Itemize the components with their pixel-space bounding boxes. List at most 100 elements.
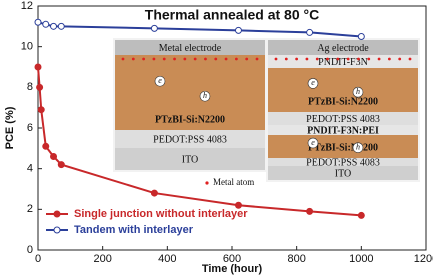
metal-atom	[173, 57, 176, 61]
inset-layer	[115, 55, 265, 130]
y-axis-label: PCE (%)	[4, 106, 16, 149]
data-point	[150, 24, 158, 32]
inset-layer-label: PNDIT-F3N	[318, 57, 368, 68]
data-point	[57, 22, 65, 30]
inset-layer-label: PTzBI-Si:N2200	[308, 96, 378, 107]
inset-layer-label: Metal electrode	[159, 43, 222, 54]
metal-atom	[295, 57, 299, 61]
metal-atom	[305, 57, 309, 61]
inset-layer-label: ITO	[335, 168, 351, 179]
inset-layer	[115, 148, 265, 170]
metal-atom	[121, 57, 125, 61]
metal-atom	[245, 57, 249, 61]
metal-atom	[367, 57, 371, 61]
y-tick-label: 6	[27, 122, 33, 134]
inset-layer-label: PEDOT:PSS 4083	[153, 134, 227, 145]
metal-atom	[214, 57, 218, 61]
inset-layer-label: PEDOT:PSS 4083	[306, 114, 380, 125]
data-point	[34, 63, 42, 71]
data-point	[50, 22, 58, 30]
metal-atom	[336, 57, 340, 61]
data-point	[36, 83, 44, 91]
carrier-label: h	[356, 142, 360, 151]
inset-layer-label: PTzBI-Si:N2200	[308, 142, 378, 153]
metal-atom	[274, 57, 278, 61]
data-point	[306, 207, 314, 215]
x-tick-label: 1000	[349, 253, 373, 265]
x-tick-label: 800	[287, 253, 305, 265]
carrier-label: e	[311, 138, 315, 147]
inset-layer-label: Ag electrode	[317, 43, 369, 54]
inset-layer-label: PTzBI-Si:N2200	[155, 114, 225, 125]
carrier-label: h	[203, 91, 207, 100]
inset-layer	[115, 130, 265, 148]
inset-layer-label: ITO	[182, 154, 198, 165]
metal-atom	[183, 57, 187, 61]
carrier	[352, 86, 364, 98]
metal-atom	[357, 57, 360, 61]
x-tick-label: 1200	[414, 253, 433, 265]
metal-atom	[398, 57, 402, 61]
carrier	[199, 90, 211, 102]
series-line	[37, 66, 362, 217]
carrier	[307, 78, 319, 89]
data-point	[234, 201, 242, 209]
series-line	[37, 21, 362, 38]
inset-layer	[268, 158, 418, 166]
data-point	[150, 189, 158, 197]
metal-atom	[326, 57, 329, 61]
data-point	[42, 20, 50, 28]
metal-atom	[408, 57, 412, 61]
data-point	[357, 211, 365, 219]
data-point	[57, 161, 65, 169]
metal-atom	[234, 57, 238, 61]
metal-atom	[387, 57, 391, 61]
data-point	[37, 106, 45, 114]
inset-layer-label: PEDOT:PSS 4083	[306, 157, 380, 168]
inset-layer	[268, 125, 418, 135]
metal-atom	[346, 57, 350, 61]
metal-atom-key	[205, 181, 209, 185]
carrier-label: h	[356, 87, 360, 96]
chart-title: Thermal annealed at 80 °C	[145, 7, 319, 23]
data-point	[306, 28, 314, 36]
data-point	[357, 33, 365, 40]
metal-atom	[204, 57, 207, 61]
y-tick-label: 4	[27, 163, 33, 175]
metal-atom	[315, 57, 319, 61]
x-tick-label: 200	[93, 253, 111, 265]
inset-layer	[268, 135, 418, 158]
inset-layer	[268, 68, 418, 112]
metal-atom	[152, 57, 156, 61]
metal-atom	[284, 57, 288, 61]
metal-atom	[255, 57, 259, 61]
x-tick-label: 0	[35, 253, 41, 265]
inset-note: Metal atom	[213, 177, 254, 187]
inset-layer	[268, 40, 418, 55]
inset-layer	[268, 55, 418, 68]
carrier	[307, 137, 319, 149]
y-tick-label: 0	[27, 244, 33, 256]
legend-label: Single junction without interlayer	[74, 208, 248, 220]
x-tick-label: 600	[223, 253, 241, 265]
y-tick-label: 12	[21, 0, 33, 12]
y-tick-label: 8	[27, 81, 33, 93]
data-point	[34, 18, 42, 26]
metal-atom	[131, 57, 135, 61]
carrier-label: e	[158, 76, 162, 85]
data-point	[234, 26, 242, 34]
carrier	[154, 75, 166, 87]
legend-marker	[53, 226, 61, 234]
metal-atom	[162, 57, 166, 61]
metal-atom	[377, 57, 381, 61]
inset-layer	[268, 166, 418, 180]
inset-layer-label: PNDIT-F3N:PEI	[307, 125, 379, 136]
metal-atom	[193, 57, 197, 61]
inset-layer	[268, 112, 418, 125]
legend-label: Tandem with interlayer	[74, 224, 194, 236]
x-axis-label: Time (hour)	[202, 263, 263, 275]
data-point	[50, 152, 58, 160]
metal-atom	[224, 57, 228, 61]
